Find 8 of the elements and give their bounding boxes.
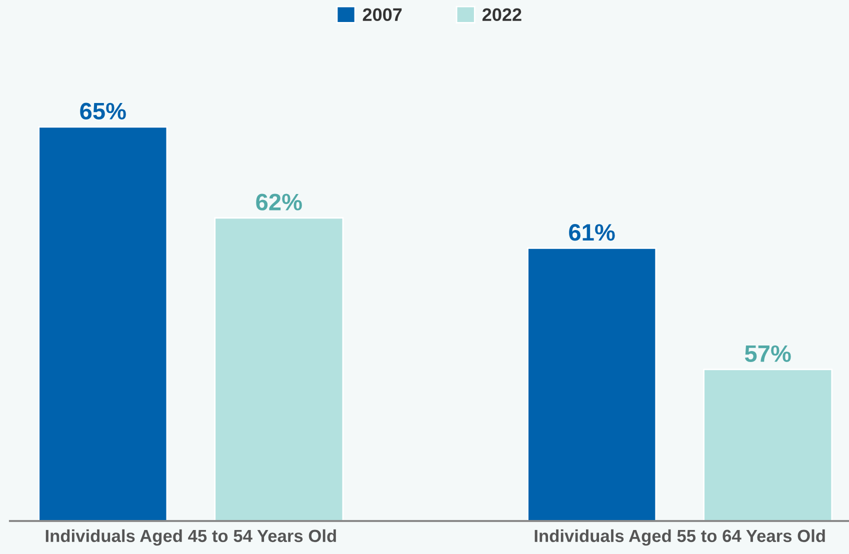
- data-label: 62%: [256, 194, 302, 210]
- legend-label: 2022: [482, 8, 522, 22]
- x-tick-label: Individuals Aged 45 to 54 Years Old: [46, 529, 336, 546]
- x-tick-label: Individuals Aged 55 to 64 Years Old: [534, 529, 825, 546]
- data-label: 61%: [569, 224, 615, 241]
- legend-label: 2007: [362, 8, 402, 22]
- data-label: 57%: [744, 345, 791, 362]
- data-label: 65%: [80, 102, 126, 120]
